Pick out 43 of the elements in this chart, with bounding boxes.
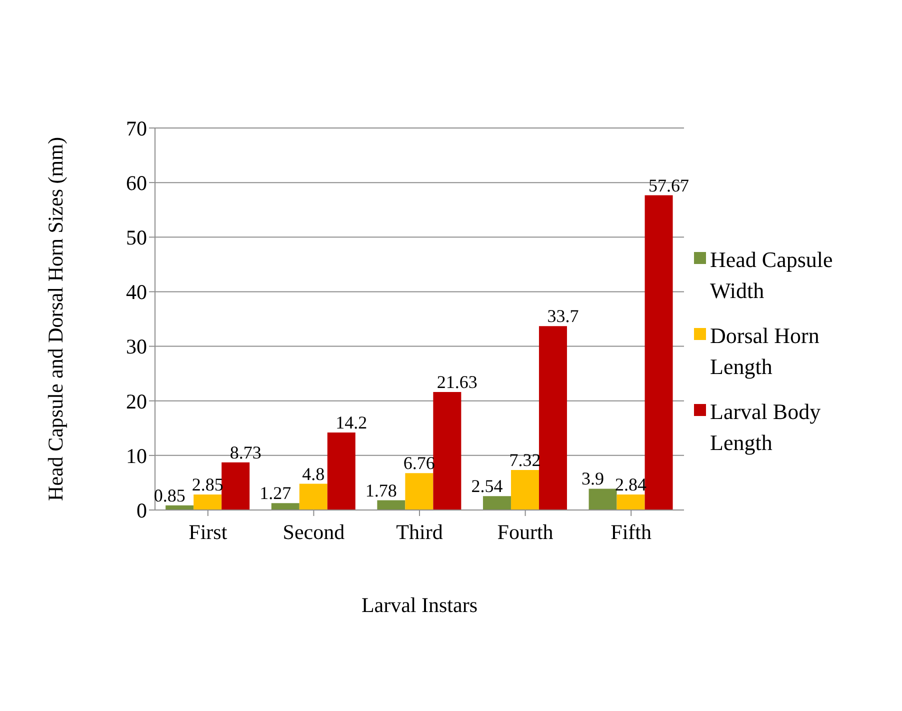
data-label: 8.73 <box>230 442 262 462</box>
bar <box>194 494 222 510</box>
y-tick-label: 10 <box>126 444 147 468</box>
y-tick-label: 0 <box>136 498 147 522</box>
data-label: 57.67 <box>648 175 690 196</box>
bar <box>616 494 645 510</box>
bar <box>433 392 462 510</box>
bar <box>299 484 328 510</box>
bar <box>377 500 406 510</box>
y-tick-label: 60 <box>126 171 147 196</box>
data-label: 33.7 <box>547 306 579 326</box>
bar <box>510 470 539 510</box>
y-tick-label: 30 <box>126 334 147 359</box>
legend-label: Dorsal Horn Length <box>710 322 820 381</box>
x-axis-title: Larval Instars <box>361 593 478 617</box>
x-tick-label: First <box>188 520 228 544</box>
bar <box>538 326 567 510</box>
data-label: 0.85 <box>154 485 186 506</box>
bar <box>271 503 300 510</box>
y-tick-label: 40 <box>126 280 147 304</box>
y-tick-label: 20 <box>126 389 147 414</box>
y-tick-label: 70 <box>126 116 147 140</box>
bar <box>644 195 673 510</box>
data-label: 14.2 <box>336 412 368 433</box>
x-tick-label: Third <box>396 520 444 544</box>
bar <box>327 432 356 510</box>
y-tick-label: 50 <box>126 226 147 250</box>
x-tick-label: Second <box>282 520 346 544</box>
data-label: 1.78 <box>365 480 397 500</box>
legend-label: Larval Body Length <box>710 398 822 457</box>
legend-label: Head Capsule Width <box>710 246 834 305</box>
bar <box>588 488 617 510</box>
bar <box>222 462 250 510</box>
data-label: 4.8 <box>302 464 325 484</box>
x-tick-label: Fourth <box>497 520 554 544</box>
bar <box>405 473 434 510</box>
bar <box>482 496 511 510</box>
data-label: 21.63 <box>436 372 478 392</box>
data-label: 1.27 <box>260 483 292 504</box>
x-tick-label: Fifth <box>610 520 652 544</box>
data-label: 2.54 <box>471 476 503 496</box>
data-label: 3.9 <box>582 468 604 489</box>
y-axis-title: Head Capsule and Dorsal Horn Sizes (mm) <box>43 137 68 501</box>
